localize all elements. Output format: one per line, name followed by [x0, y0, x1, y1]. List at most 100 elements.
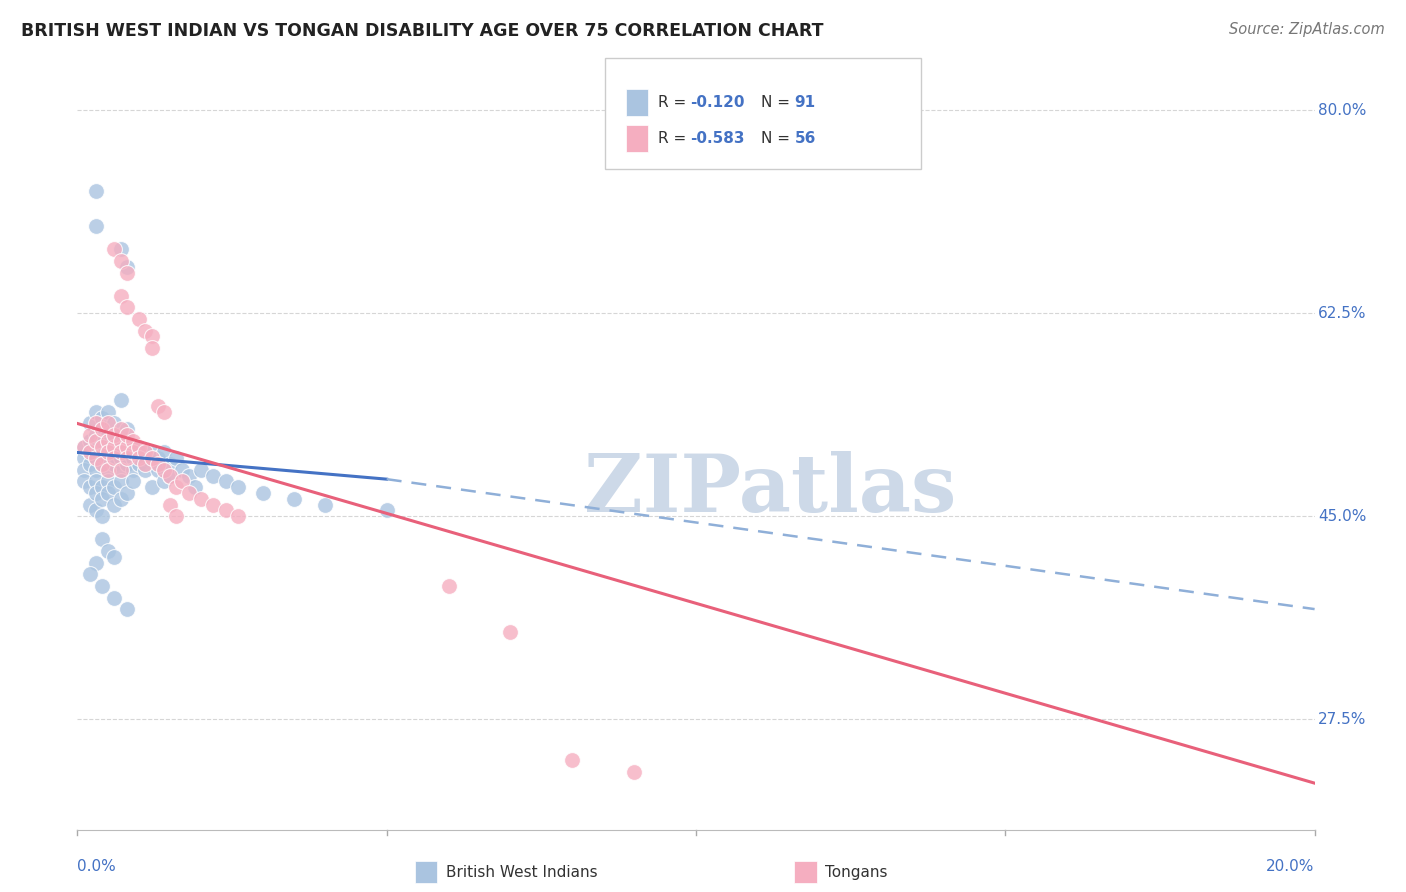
Point	[79, 434, 101, 448]
Point	[153, 475, 176, 489]
Point	[122, 463, 145, 477]
Point	[165, 480, 187, 494]
Point	[91, 434, 114, 448]
Point	[79, 567, 101, 582]
Point	[215, 503, 238, 517]
Point	[110, 393, 132, 408]
Point	[159, 498, 181, 512]
Point	[103, 445, 125, 459]
Point	[91, 422, 114, 436]
Point	[141, 445, 163, 459]
Point	[110, 254, 132, 268]
Point	[91, 579, 114, 593]
Point	[97, 451, 120, 466]
Point	[115, 428, 138, 442]
Point	[103, 417, 125, 431]
Point	[146, 451, 169, 466]
Text: Tongans: Tongans	[825, 865, 887, 880]
Point	[215, 475, 238, 489]
Point	[165, 451, 187, 466]
Point	[97, 475, 120, 489]
Point	[283, 491, 305, 506]
Text: British West Indians: British West Indians	[446, 865, 598, 880]
Point	[110, 243, 132, 257]
Point	[141, 480, 163, 494]
Point	[72, 463, 94, 477]
Point	[97, 434, 120, 448]
Point	[103, 434, 125, 448]
Point	[103, 549, 125, 564]
Point	[72, 440, 94, 454]
Point	[153, 405, 176, 419]
Point	[79, 445, 101, 459]
Point	[103, 480, 125, 494]
Point	[437, 579, 460, 593]
Point	[141, 451, 163, 466]
Point	[122, 451, 145, 466]
Text: 45.0%: 45.0%	[1319, 508, 1367, 524]
Text: R =: R =	[658, 95, 692, 110]
Point	[134, 463, 156, 477]
Text: Source: ZipAtlas.com: Source: ZipAtlas.com	[1229, 22, 1385, 37]
Point	[84, 417, 107, 431]
Point	[115, 266, 138, 280]
Point	[146, 463, 169, 477]
Point	[97, 463, 120, 477]
Point	[79, 417, 101, 431]
Text: 0.0%: 0.0%	[77, 859, 117, 873]
Point	[84, 185, 107, 199]
Point	[134, 457, 156, 471]
Point	[91, 410, 114, 425]
Point	[91, 509, 114, 524]
Point	[122, 434, 145, 448]
Point	[72, 451, 94, 466]
Point	[134, 445, 156, 459]
Point	[146, 399, 169, 413]
Point	[165, 509, 187, 524]
Point	[91, 457, 114, 471]
Point	[561, 753, 583, 767]
Point	[141, 329, 163, 343]
Point	[184, 480, 207, 494]
Point	[79, 457, 101, 471]
Point	[115, 301, 138, 315]
Text: 20.0%: 20.0%	[1267, 859, 1315, 873]
Point	[190, 491, 212, 506]
Point	[79, 480, 101, 494]
Point	[110, 440, 132, 454]
Point	[103, 428, 125, 442]
Point	[84, 503, 107, 517]
Point	[103, 440, 125, 454]
Point	[122, 440, 145, 454]
Point	[115, 440, 138, 454]
Text: BRITISH WEST INDIAN VS TONGAN DISABILITY AGE OVER 75 CORRELATION CHART: BRITISH WEST INDIAN VS TONGAN DISABILITY…	[21, 22, 824, 40]
Point	[375, 503, 398, 517]
Point	[177, 486, 200, 500]
Point	[115, 445, 138, 459]
Point	[84, 475, 107, 489]
Point	[159, 468, 181, 483]
Point	[122, 475, 145, 489]
Point	[103, 451, 125, 466]
Point	[84, 556, 107, 570]
Point	[84, 440, 107, 454]
Point	[91, 491, 114, 506]
Point	[97, 463, 120, 477]
Point	[128, 457, 150, 471]
Text: 56: 56	[794, 131, 815, 145]
Point	[134, 324, 156, 338]
Point	[110, 422, 132, 436]
Point	[110, 451, 132, 466]
Text: 91: 91	[794, 95, 815, 110]
Point	[314, 498, 336, 512]
Point	[97, 544, 120, 558]
Point	[115, 260, 138, 274]
Point	[115, 486, 138, 500]
Point	[84, 451, 107, 466]
Point	[103, 457, 125, 471]
Point	[103, 498, 125, 512]
Point	[226, 480, 249, 494]
Text: ZIPatlas: ZIPatlas	[583, 451, 956, 529]
Point	[159, 457, 181, 471]
Point	[97, 417, 120, 431]
